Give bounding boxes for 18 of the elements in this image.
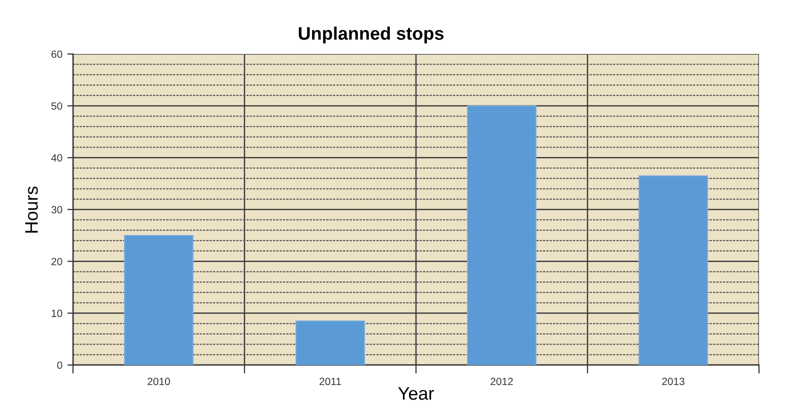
bar (467, 105, 536, 365)
x-axis-title: Year (398, 387, 434, 400)
y-tick-label: 50 (51, 102, 62, 110)
y-tick-label: 10 (52, 310, 62, 318)
y-tick-label: 20 (52, 258, 62, 266)
x-tick-label: 2013 (662, 378, 684, 386)
y-tick-label: 0 (57, 362, 62, 369)
bar (124, 234, 194, 365)
x-tick-label: 2011 (320, 378, 341, 386)
y-axis-title: Hours (25, 186, 38, 233)
y-tick-label: 30 (51, 206, 62, 214)
bar (638, 175, 708, 365)
y-tick-label: 60 (52, 50, 62, 58)
x-tick-label: 2010 (148, 378, 170, 386)
bar (296, 320, 365, 365)
y-tick-label: 40 (51, 154, 62, 162)
chart-title: Unplanned stops (298, 26, 444, 44)
x-tick-label: 2012 (490, 378, 513, 386)
